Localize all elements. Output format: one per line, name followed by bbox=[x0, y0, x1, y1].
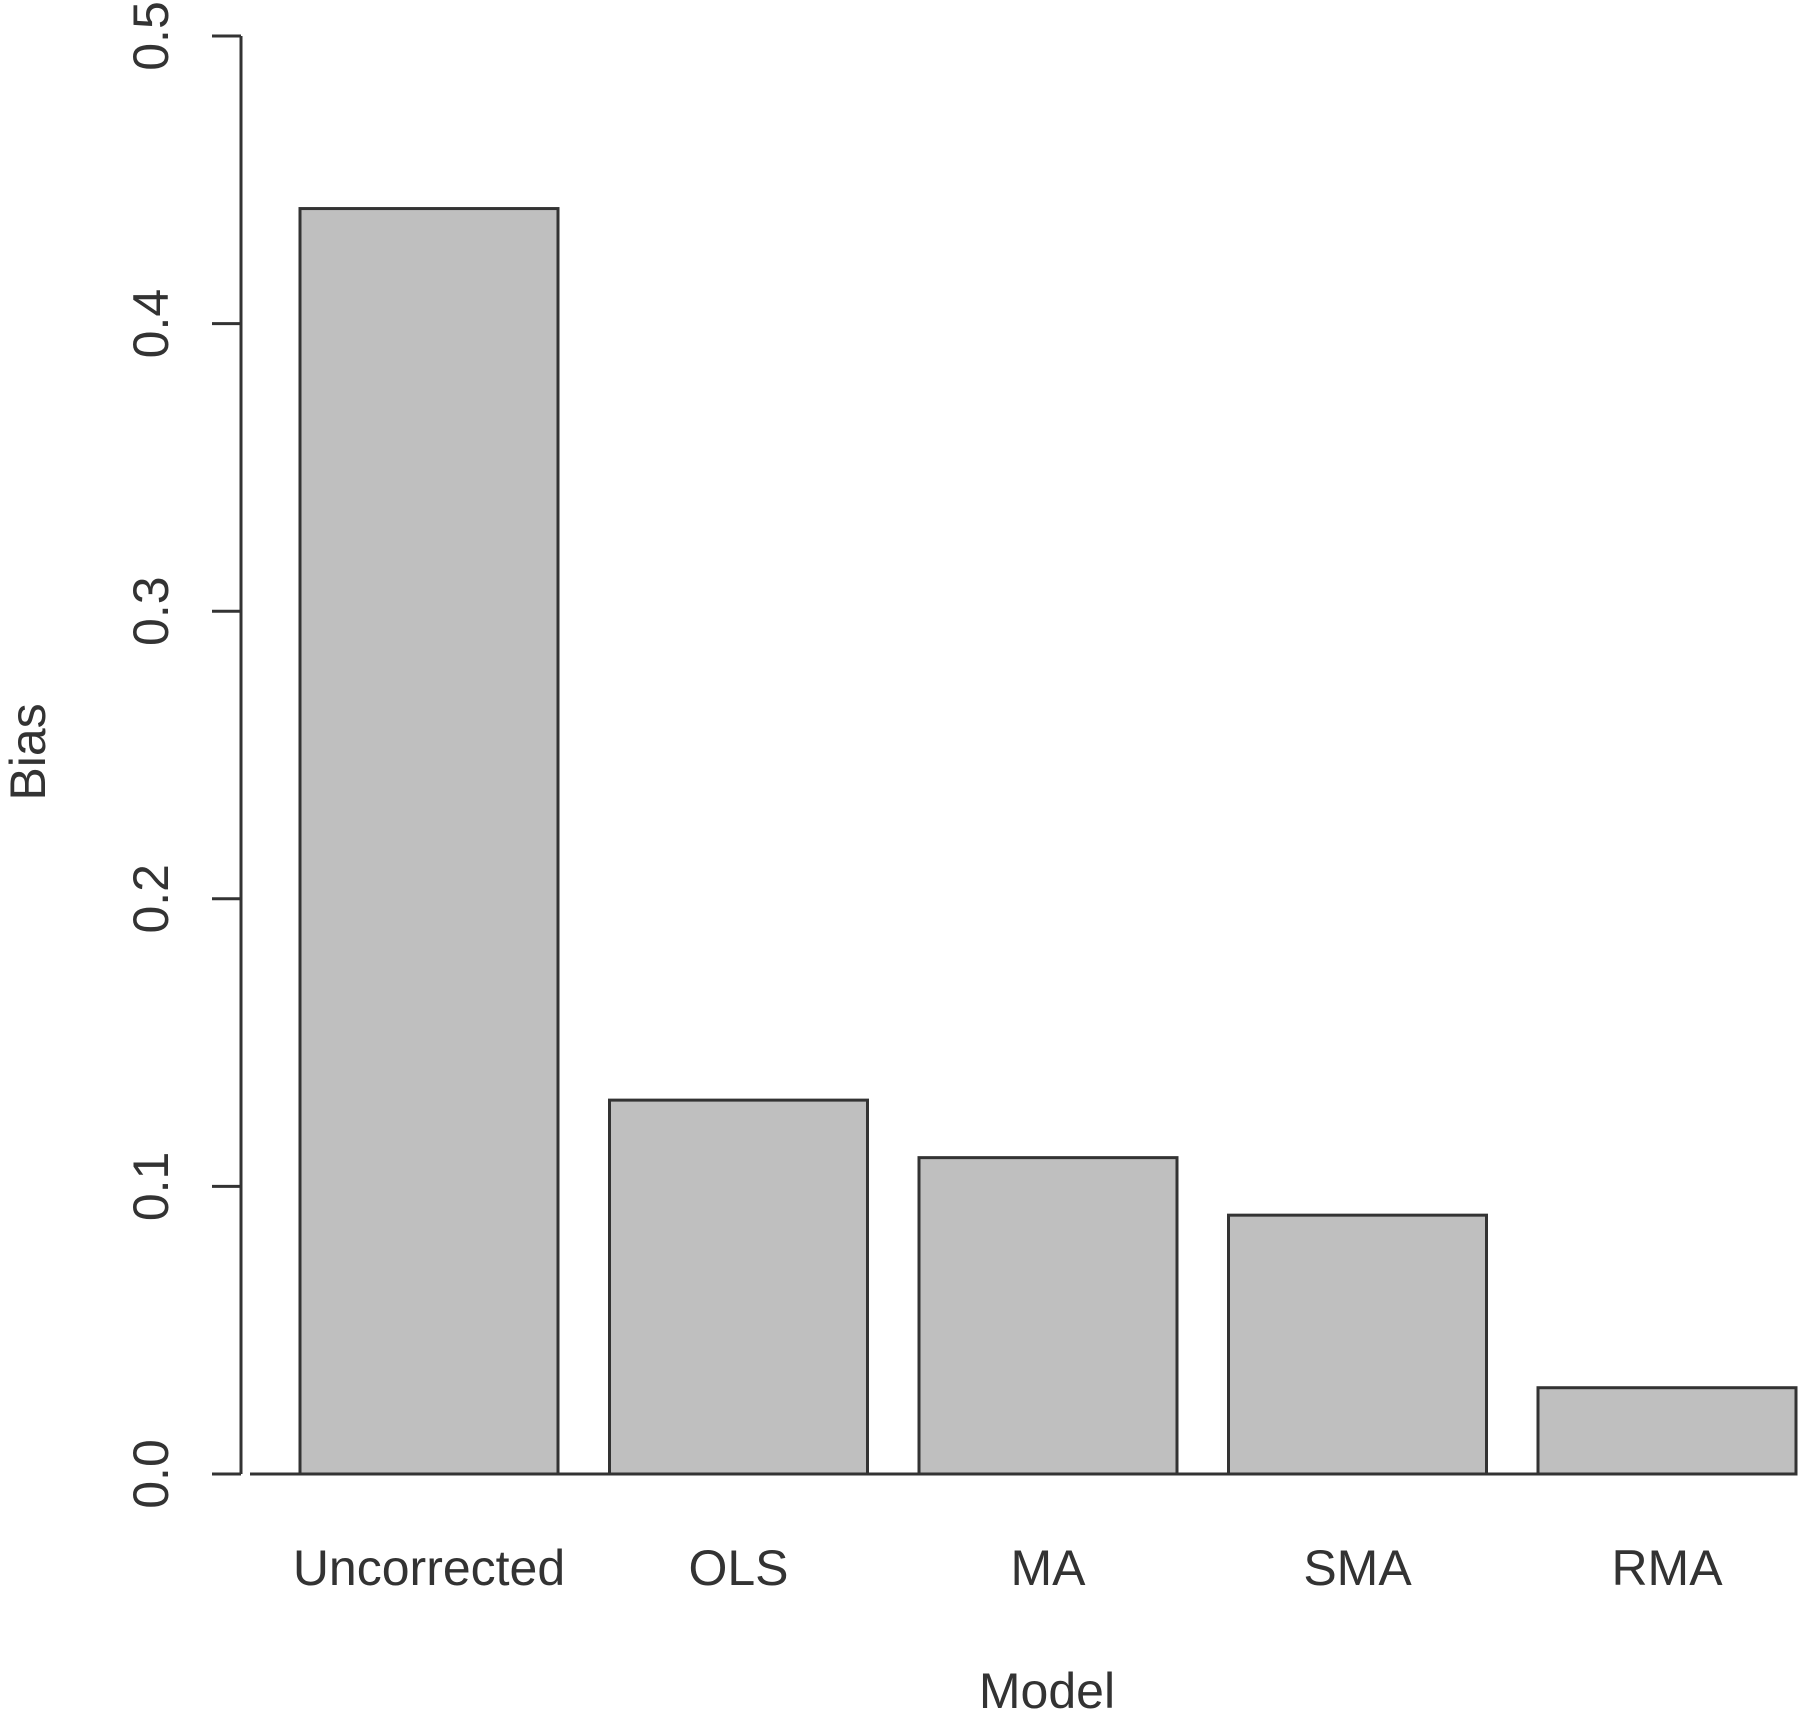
bar-sma bbox=[1227, 1213, 1488, 1476]
bars-group bbox=[298, 207, 1798, 1476]
x-category-label: RMA bbox=[1611, 1540, 1723, 1596]
x-category-label: MA bbox=[1011, 1540, 1087, 1596]
bar-ma bbox=[917, 1156, 1179, 1476]
y-axis-title: Bias bbox=[0, 703, 56, 800]
bar-rma bbox=[1536, 1386, 1798, 1476]
x-category-label: OLS bbox=[688, 1540, 788, 1596]
bar-ols bbox=[608, 1098, 869, 1476]
y-tick-label: 0.5 bbox=[123, 1, 179, 71]
x-category-label: SMA bbox=[1303, 1540, 1412, 1596]
y-tick-label: 0.4 bbox=[123, 289, 179, 359]
y-tick-label: 0.3 bbox=[123, 576, 179, 646]
x-category-labels: Uncorrected OLS MA SMA RMA bbox=[293, 1540, 1723, 1596]
x-category-label: Uncorrected bbox=[293, 1540, 565, 1596]
y-tick-label: 0.0 bbox=[123, 1439, 179, 1509]
y-tick-label: 0.1 bbox=[123, 1152, 179, 1222]
bar-uncorrected bbox=[298, 207, 560, 1476]
y-ticks-group: 0.0 0.1 0.2 0.3 0.4 0.5 bbox=[123, 1, 241, 1509]
y-tick-label: 0.2 bbox=[123, 864, 179, 934]
x-axis-title: Model bbox=[979, 1663, 1115, 1717]
